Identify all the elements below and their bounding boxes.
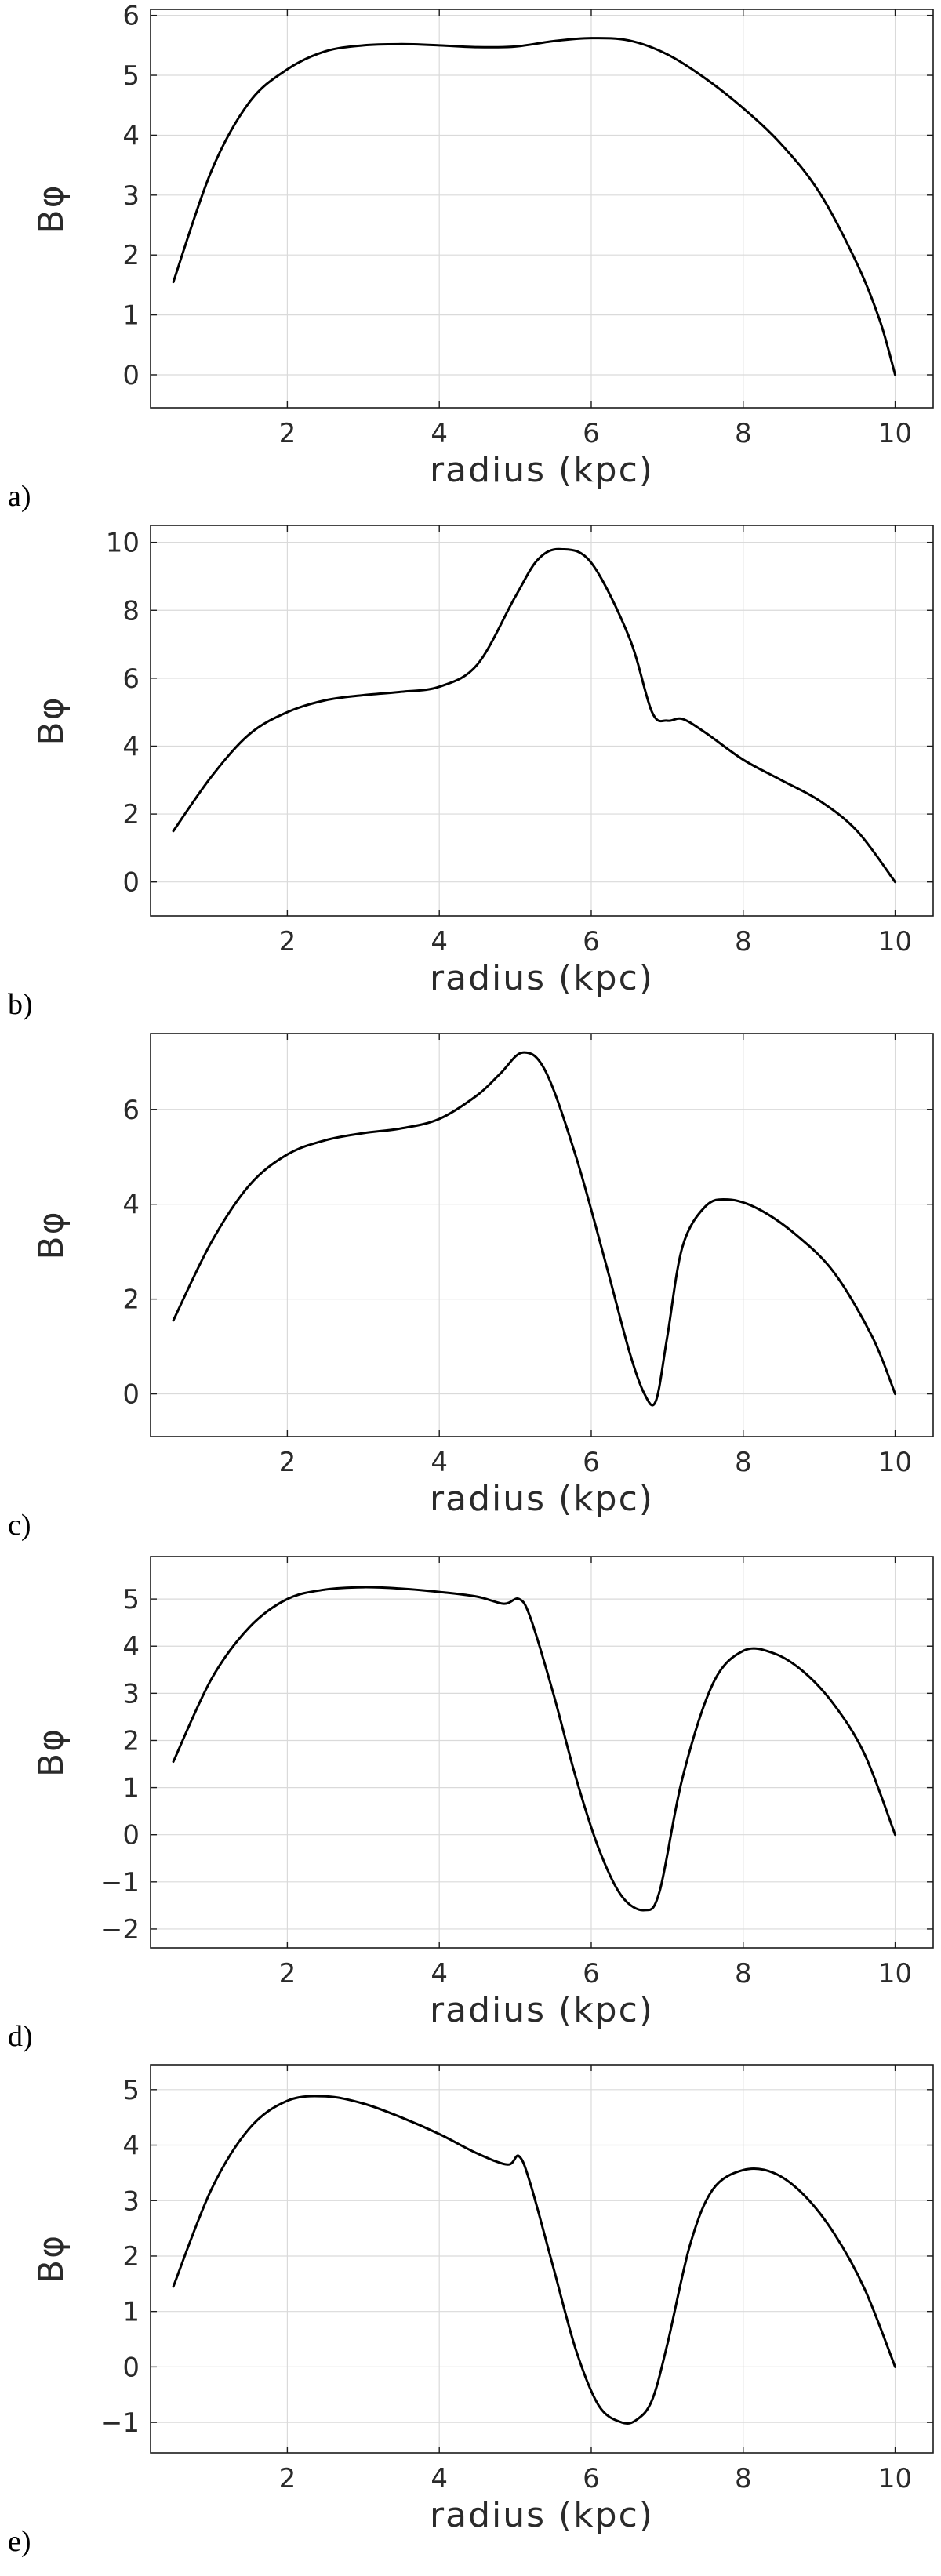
x-tick-label: 2 [279,2463,296,2494]
y-tick-label: 1 [122,300,140,332]
y-tick-label: 2 [122,1725,140,1757]
y-tick-label: 2 [122,2241,140,2273]
y-tick-label: 1 [122,2297,140,2328]
y-tick-label: 6 [122,1095,140,1126]
y-axis-label: Bφ [31,1210,71,1259]
x-tick-label: 8 [735,2463,752,2494]
x-tick-label: 4 [431,1958,448,1989]
series-line [172,1586,897,1912]
x-tick-label: 2 [279,1447,296,1478]
y-tick-label: 2 [122,799,140,830]
x-axis-label: radius (kpc) [430,1990,654,2030]
plot-frame [150,1033,934,1437]
y-tick-label: 4 [122,1631,140,1662]
y-tick-label: 8 [122,595,140,627]
series-line [172,1051,897,1407]
chart-panel-5: 2 4 6 8 10 −1 0 1 2 3 4 5 radius (kpc) Bφ e) [8,2064,934,2558]
y-tick-label: 0 [122,360,140,391]
x-tick-label: 4 [431,2463,448,2494]
x-tick-label: 8 [735,926,752,957]
y-tick-label: 5 [122,60,140,92]
x-tick-label: 6 [583,1447,600,1478]
plot-frame [150,525,934,917]
x-tick-label: 8 [735,1958,752,1989]
y-tick-label: 3 [122,2185,140,2217]
x-tick-label: 2 [279,418,296,449]
y-tick-label: 10 [106,528,140,559]
y-tick-label: 0 [122,2352,140,2383]
y-tick-label: 3 [122,1678,140,1709]
x-tick-label: 4 [431,1447,448,1478]
y-tick-label: 6 [122,663,140,695]
y-tick-label: 2 [122,1284,140,1316]
x-tick-label: 8 [735,418,752,449]
x-tick-label: 2 [279,1958,296,1989]
chart-panel-2: 2 4 6 8 10 0 2 4 6 8 10 radius (kpc) Bφ b) [8,525,934,1021]
x-tick-label: 10 [878,1958,912,1989]
chart-panel-4: 2 4 6 8 10 −2 −1 0 1 2 3 4 5 radius (kpc) Bφ d) [8,1556,934,2053]
y-tick-label: 4 [122,120,140,151]
y-tick-label: 4 [122,2131,140,2162]
y-tick-label: 4 [122,731,140,762]
y-tick-label: −1 [100,1867,140,1898]
x-axis-label: radius (kpc) [430,2495,654,2535]
panel-label: e) [8,2525,31,2558]
x-tick-label: 4 [431,926,448,957]
y-axis-label: Bφ [31,1728,71,1777]
panel-label: c) [8,1509,31,1542]
y-tick-label: 0 [122,1820,140,1851]
y-tick-label: 0 [122,867,140,899]
y-axis-label: Bφ [31,183,71,233]
y-tick-label: 4 [122,1190,140,1221]
x-tick-label: 10 [878,926,912,957]
y-tick-label: 2 [122,240,140,271]
x-tick-label: 6 [583,926,600,957]
panel-label: a) [8,480,31,513]
y-tick-label: 0 [122,1379,140,1411]
x-axis-label: radius (kpc) [430,958,654,998]
series-line [172,2095,897,2425]
x-tick-label: 6 [583,418,600,449]
y-tick-label: 5 [122,1584,140,1615]
y-tick-label: 1 [122,1773,140,1804]
y-tick-label: 3 [122,180,140,212]
x-axis-label: radius (kpc) [430,450,654,490]
x-axis-label: radius (kpc) [430,1479,654,1519]
y-tick-label: 6 [122,1,140,32]
x-tick-label: 10 [878,2463,912,2494]
y-axis-label: Bφ [31,2234,71,2284]
x-tick-label: 6 [583,1958,600,1989]
plot-frame [150,9,934,409]
x-tick-label: 10 [878,1447,912,1478]
y-tick-label: 5 [122,2075,140,2106]
panel-label: d) [8,2020,33,2053]
y-tick-label: −1 [100,2407,140,2439]
plot-frame [150,1556,934,1949]
series-line [172,547,897,884]
y-tick-label: −2 [100,1914,140,1946]
x-tick-label: 4 [431,418,448,449]
x-tick-label: 8 [735,1447,752,1478]
x-tick-label: 6 [583,2463,600,2494]
y-axis-label: Bφ [31,696,71,745]
x-tick-label: 10 [878,418,912,449]
panel-label: b) [8,988,33,1021]
x-tick-label: 2 [279,926,296,957]
plot-frame [150,2064,934,2454]
series-line [172,37,897,376]
